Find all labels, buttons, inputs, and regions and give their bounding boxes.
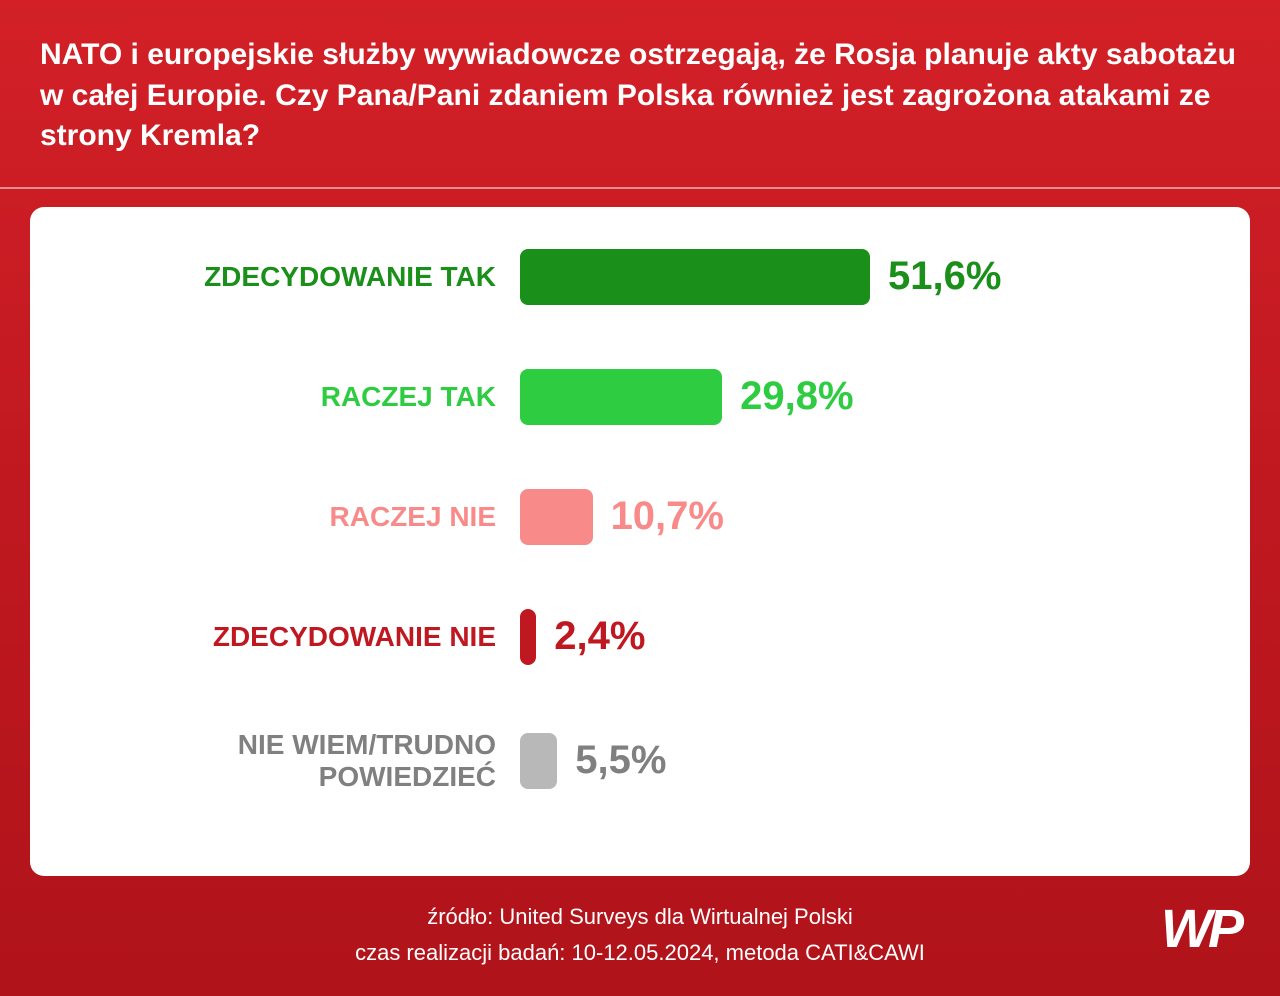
row-value: 5,5% <box>575 738 666 783</box>
row-label: RACZEJ TAK <box>80 381 520 413</box>
chart-row: NIE WIEM/TRUDNO POWIEDZIEĆ 5,5% <box>80 729 1200 793</box>
bar <box>520 369 722 425</box>
bar <box>520 489 593 545</box>
bar-area: 5,5% <box>520 733 1200 789</box>
bar <box>520 249 870 305</box>
bar-chart: ZDECYDOWANIE TAK51,6%RACZEJ TAK29,8%RACZ… <box>80 249 1200 793</box>
bar-area: 10,7% <box>520 489 1200 545</box>
bar <box>520 733 557 789</box>
row-value: 10,7% <box>611 494 724 539</box>
chart-row: ZDECYDOWANIE NIE 2,4% <box>80 609 1200 665</box>
bar-area: 51,6% <box>520 249 1200 305</box>
chart-row: ZDECYDOWANIE TAK 51,6% <box>80 249 1200 305</box>
survey-question-title: NATO i europejskie służby wywiadowcze os… <box>40 35 1240 157</box>
row-label: RACZEJ NIE <box>80 501 520 533</box>
row-value: 2,4% <box>554 614 645 659</box>
row-value: 29,8% <box>740 374 853 419</box>
row-label: ZDECYDOWANIE TAK <box>80 261 520 293</box>
chart-row: RACZEJ TAK 29,8% <box>80 369 1200 425</box>
chart-card: ZDECYDOWANIE TAK51,6%RACZEJ TAK29,8%RACZ… <box>30 207 1250 877</box>
wp-logo: WP <box>1161 898 1240 960</box>
footer: źródło: United Surveys dla Wirtualnej Po… <box>0 876 1280 996</box>
bar <box>520 609 536 665</box>
bar-area: 29,8% <box>520 369 1200 425</box>
header: NATO i europejskie służby wywiadowcze os… <box>0 0 1280 189</box>
chart-row: RACZEJ NIE 10,7% <box>80 489 1200 545</box>
survey-details: czas realizacji badań: 10-12.05.2024, me… <box>0 940 1280 966</box>
bar-area: 2,4% <box>520 609 1200 665</box>
row-label: ZDECYDOWANIE NIE <box>80 621 520 653</box>
row-label: NIE WIEM/TRUDNO POWIEDZIEĆ <box>80 729 520 793</box>
row-value: 51,6% <box>888 254 1001 299</box>
source-text: źródło: United Surveys dla Wirtualnej Po… <box>0 904 1280 930</box>
